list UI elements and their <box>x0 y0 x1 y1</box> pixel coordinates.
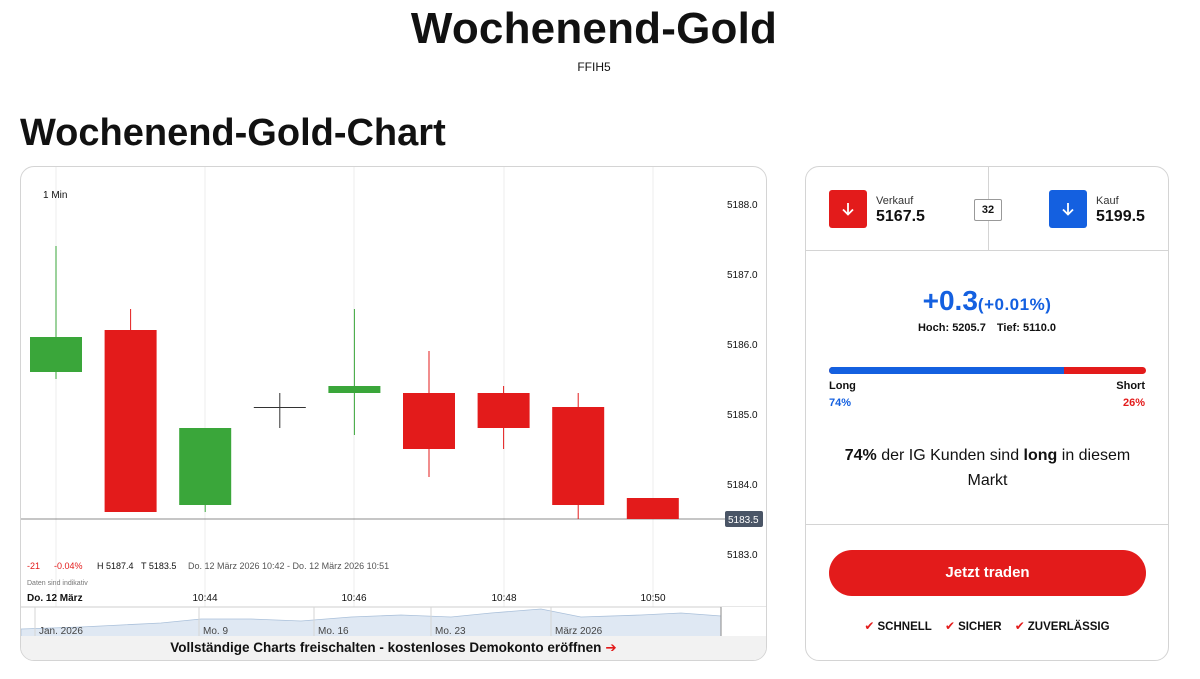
instrument-code: FFIH5 <box>577 60 611 74</box>
unlock-charts-text: Vollständige Charts freischalten - koste… <box>170 640 602 655</box>
x-tick-label: 10:48 <box>491 593 516 604</box>
navigator-label: Jan. 2026 <box>39 626 83 637</box>
check-icon: ✔ <box>1014 619 1025 633</box>
change-value: +0.3 <box>922 285 978 316</box>
arrow-down-icon <box>842 203 854 216</box>
sentiment-bold: long <box>1023 447 1058 464</box>
buy-price: 5199.5 <box>1096 208 1145 225</box>
sentiment-pct: 74% <box>844 447 877 464</box>
page-title: Wochenend-Gold <box>410 4 778 53</box>
navigator-gap <box>721 607 766 637</box>
unlock-charts-link[interactable]: Vollständige Charts freischalten - koste… <box>21 636 766 660</box>
check-icon: ✔ <box>864 619 875 633</box>
feature-label: SICHER <box>958 621 1002 633</box>
navigator-series <box>21 608 722 637</box>
candlestick-chart[interactable]: 5188.0 5187.0 5186.0 5185.0 5184.0 5183.0 5183… <box>21 167 767 637</box>
chart-section-title: Wochenend-Gold-Chart <box>20 112 446 154</box>
info-range: Do. 12 März 2026 10:42 - Do. 12 März 202… <box>188 561 389 571</box>
candle-body <box>403 393 455 449</box>
day-high: Hoch: 5205.7 <box>917 322 986 334</box>
trade-panel: Verkauf 5167.5 32 Kauf 5199.5 +0.3(+0.01… <box>805 166 1169 661</box>
current-price-label: 5183.5 <box>728 515 759 526</box>
change-pct: (+0.01%) <box>977 295 1052 314</box>
navigator-label: Mo. 23 <box>435 626 466 637</box>
disclaimer: Daten sind indikativ <box>27 580 88 587</box>
y-tick-label: 5188.0 <box>727 200 758 211</box>
sentiment-mid: der IG Kunden sind <box>876 447 1024 464</box>
feature-label: SCHNELL <box>877 621 932 633</box>
feature-item: ✔ SCHNELL <box>864 619 932 633</box>
candle-body <box>477 393 530 428</box>
sentiment-long-fill <box>829 367 1064 374</box>
candle-body <box>552 407 605 505</box>
navigator-label: Mo. 9 <box>203 626 228 637</box>
buy-price-box: Kauf 5199.5 <box>1096 195 1145 226</box>
candle-body <box>179 428 232 505</box>
sell-button[interactable] <box>829 190 867 228</box>
y-tick-label: 5186.0 <box>727 340 758 351</box>
info-high: H 5187.4 <box>97 561 134 571</box>
info-change: -21 <box>27 561 40 571</box>
x-tick-label: 10:50 <box>640 593 665 604</box>
sentiment-end: in diesem Markt <box>967 447 1131 489</box>
sell-label: Verkauf <box>876 195 914 207</box>
high-low: Hoch: 5205.7 Tief: 5110.0 <box>806 322 1168 334</box>
long-label: Long <box>829 380 856 392</box>
interval-label[interactable]: 1 Min <box>43 190 67 201</box>
date-label: Do. 12 März <box>27 593 83 604</box>
candle-body <box>104 330 157 512</box>
info-close: T 5183.5 <box>141 561 176 571</box>
sell-price: 5167.5 <box>876 208 925 225</box>
spread-badge: 32 <box>974 199 1002 221</box>
day-low: Tief: 5110.0 <box>996 322 1057 334</box>
candle-body <box>253 407 306 408</box>
long-pct: 74% <box>829 397 852 409</box>
y-tick-label: 5183.0 <box>727 550 758 561</box>
check-icon: ✔ <box>945 619 956 633</box>
candle-body <box>30 337 82 372</box>
feature-item: ✔ SICHER <box>945 619 1002 633</box>
short-label: Short <box>1116 380 1145 392</box>
chart-card: 5188.0 5187.0 5186.0 5185.0 5184.0 5183.0 5183… <box>20 166 767 661</box>
price-change: +0.3(+0.01%) <box>806 285 1168 317</box>
arrow-down-icon <box>1062 203 1074 216</box>
short-pct: 26% <box>1122 397 1145 409</box>
sentiment-text: 74% der IG Kunden sind long in diesem Ma… <box>826 443 1149 493</box>
current-price-badge <box>725 511 763 527</box>
candle-body <box>626 498 679 519</box>
feature-label: ZUVERLÄSSIG <box>1027 621 1110 633</box>
buy-button[interactable] <box>1049 190 1087 228</box>
divider <box>806 524 1168 525</box>
y-tick-label: 5184.0 <box>727 480 758 491</box>
sell-price-box: Verkauf 5167.5 <box>876 195 925 226</box>
x-tick-label: 10:44 <box>192 593 217 604</box>
navigator-label: Mo. 16 <box>318 626 349 637</box>
arrow-right-icon: ➔ <box>605 640 617 655</box>
info-change-pct: -0.04% <box>54 561 83 571</box>
candle-body <box>328 386 381 393</box>
x-tick-label: 10:46 <box>341 593 366 604</box>
trade-now-button[interactable]: Jetzt traden <box>829 550 1146 596</box>
price-row: Verkauf 5167.5 32 Kauf 5199.5 <box>806 167 1168 251</box>
sentiment-bar <box>829 367 1146 374</box>
y-tick-label: 5185.0 <box>727 410 758 421</box>
y-tick-label: 5187.0 <box>727 270 758 281</box>
buy-label: Kauf <box>1096 195 1119 207</box>
feature-item: ✔ ZUVERLÄSSIG <box>1014 619 1110 633</box>
feature-list: ✔ SCHNELL ✔ SICHER ✔ ZUVERLÄSSIG <box>806 619 1168 633</box>
navigator-label: März 2026 <box>555 626 603 637</box>
